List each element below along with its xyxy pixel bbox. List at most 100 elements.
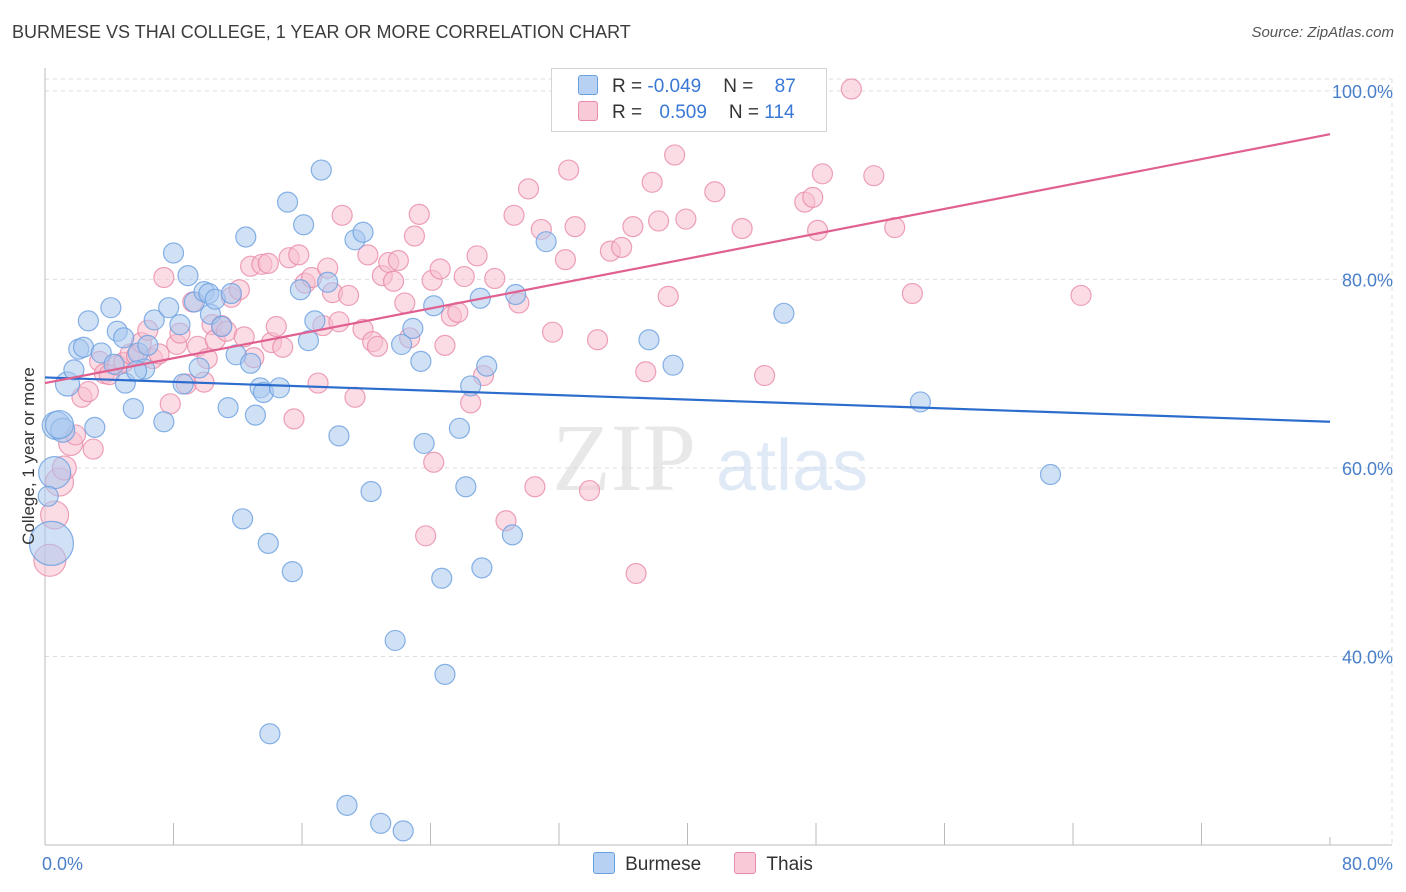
burmese-point [172,373,194,395]
r-label: R = [612,102,648,123]
burmese-point [84,416,106,438]
thais-point [622,216,644,238]
thais-point [753,364,776,387]
series-legend: Burmese Thais [0,852,1406,876]
burmese-point [535,231,557,253]
watermark-zip: ZIP [552,404,696,511]
thais-point [704,181,726,203]
burmese-legend-swatch [593,852,616,874]
x-tick-label-end: 80.0% [1342,854,1393,874]
burmese-point [662,354,684,376]
burmese-point [390,333,413,356]
burmese-point [220,282,242,305]
burmese-point [505,283,527,306]
legend-item-thais: Thais [734,852,813,876]
burmese-point [44,409,75,440]
burmese-point [289,279,311,301]
thais-point [272,336,294,358]
burmese-point [100,297,122,319]
r-value-thais: 0.509 [659,102,707,123]
thais-legend-swatch [734,852,757,874]
burmese-point [402,317,424,340]
burmese-point [360,480,382,503]
burmese-point [476,355,498,377]
stats-legend: R = -0.049 N = 87 R = 0.509 N = 114 [551,68,827,132]
thais-point [901,282,923,305]
thais-point [408,203,430,225]
legend-thais-label: Thais [766,854,813,875]
burmese-point [281,561,303,583]
legend-item-burmese: Burmese [593,852,701,876]
thais-point [415,525,437,547]
burmese-point [169,314,191,336]
n-value-burmese: 87 [774,76,796,97]
thais-point [357,244,379,266]
thais-point [647,210,670,232]
burmese-point [317,271,339,293]
thais-point [625,562,647,585]
watermark-atlas: atlas [716,426,868,506]
thais-point [641,171,663,193]
legend-row-burmese: R = -0.049 N = 87 [578,75,796,101]
burmese-point [431,567,453,589]
thais-point [657,285,679,307]
thais-point [257,252,279,274]
chart-title: BURMESE VS THAI COLLEGE, 1 YEAR OR MORE … [12,22,631,42]
thais-point [77,380,99,403]
source-label: Source: ZipAtlas.com [1251,24,1394,41]
thais-point [541,321,564,343]
burmese-point [72,336,95,358]
thais-point [265,315,287,338]
thais-point [863,165,885,187]
burmese-point [257,532,279,554]
thais-point [82,438,104,460]
burmese-point [217,396,239,419]
thais-point [337,284,360,307]
thais-trend-line [44,133,1331,385]
thais-point [382,270,405,292]
burmese-point [143,309,165,331]
thais-point [635,361,657,383]
thais-point [554,248,577,271]
thais-point [423,451,445,473]
burmese-point [235,226,257,248]
thais-point [434,334,456,356]
burmese-point [638,329,660,351]
burmese-point [392,820,414,842]
thais-point [403,225,426,247]
burmese-point [328,425,350,447]
burmese-point [177,265,199,287]
thais-point [586,329,609,351]
burmese-point [137,334,159,356]
thais-point [366,335,389,357]
thais-point [394,292,416,314]
thais-point [153,266,175,289]
thais-point [811,163,834,185]
burmese-point [370,812,392,834]
burmese-point [501,524,524,546]
y-axis-label: College, 1 year or more [19,367,38,545]
burmese-point [77,310,99,332]
burmese-point [37,485,59,507]
r-label: R = [612,76,648,97]
thais-point [159,393,181,415]
watermark: ZIP atlas [552,404,868,511]
tick-labels: 40.0% 60.0% 80.0% 100.0% 0.0% 80.0% [42,82,1393,874]
burmese-point [231,508,254,530]
burmese-point [122,397,144,420]
r-value-burmese: -0.049 [647,76,702,97]
y-tick-label-60: 60.0% [1342,459,1393,479]
thais-point [611,236,633,258]
burmese-point [304,310,326,332]
burmese-swatch [578,75,598,95]
burmese-point [1039,463,1062,486]
n-label: N = [728,102,765,123]
burmese-point [352,221,374,243]
thais-point [802,186,824,208]
thais-point [283,408,305,430]
burmese-point [413,432,435,455]
burmese-trend-line [44,376,1331,423]
burmese-point [113,327,135,349]
thais-point [344,386,366,408]
